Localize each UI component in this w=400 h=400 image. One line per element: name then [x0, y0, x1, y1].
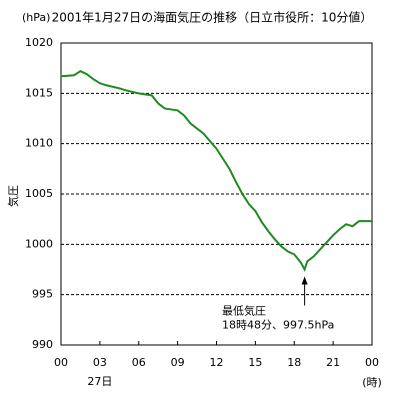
date-label: 27日 — [87, 375, 112, 388]
y-tick-label: 990 — [32, 338, 53, 351]
annotation-text: 最低気圧 — [222, 304, 266, 318]
arrow-head — [301, 276, 308, 285]
x-tick-label: 12 — [210, 356, 224, 369]
x-tick-label: 21 — [326, 356, 340, 369]
y-tick-label: 1020 — [25, 36, 53, 49]
y-tick-label: 1015 — [25, 86, 53, 99]
x-tick-label: 06 — [132, 356, 146, 369]
x-tick-label: 09 — [171, 356, 185, 369]
y-tick-label: 995 — [32, 288, 53, 301]
x-tick-label: 03 — [93, 356, 107, 369]
chart-title: 2001年1月27日の海面気圧の推移（日立市役所：10分値） — [52, 10, 373, 25]
x-tick-label: 00 — [365, 356, 379, 369]
y-tick-label: 1000 — [25, 237, 53, 250]
x-tick-label: 00 — [54, 356, 68, 369]
y-unit: (hPa) — [22, 11, 50, 24]
data-line — [60, 70, 372, 273]
y-tick-label: 1010 — [25, 137, 53, 150]
x-unit: (時) — [362, 376, 382, 389]
x-tick-label: 15 — [248, 356, 262, 369]
annotation-text: 18時48分、997.5hPa — [222, 319, 334, 332]
x-tick-label: 18 — [287, 356, 301, 369]
y-label: 気圧 — [6, 185, 20, 207]
y-tick-label: 1005 — [25, 187, 53, 200]
